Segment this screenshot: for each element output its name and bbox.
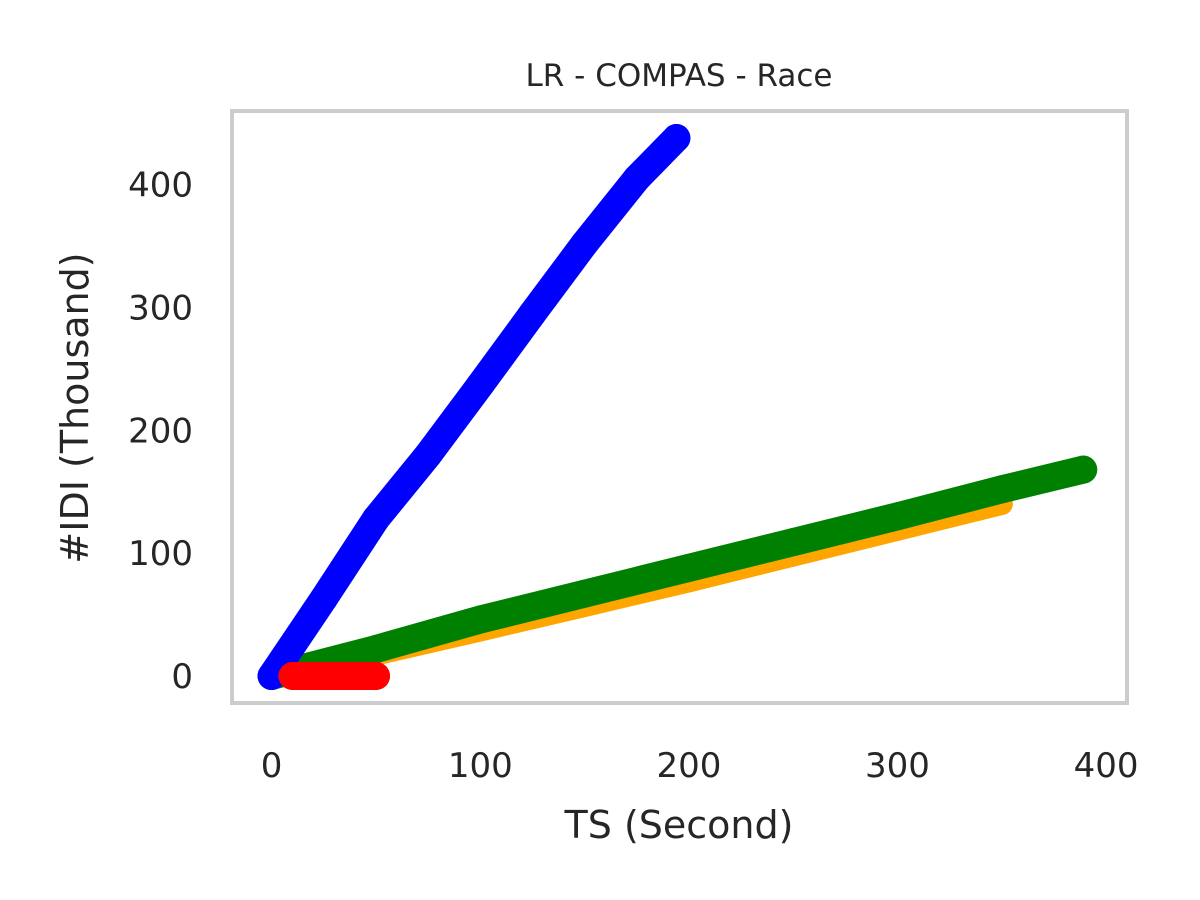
series-2-point bbox=[414, 440, 443, 469]
series-1-point bbox=[570, 579, 599, 608]
plot-frame bbox=[230, 109, 1129, 705]
series-2 bbox=[257, 124, 691, 690]
x-tick-label: 100 bbox=[448, 746, 513, 786]
series-2-point bbox=[362, 504, 390, 533]
series-1-point bbox=[674, 553, 703, 582]
series-2-point bbox=[570, 229, 599, 258]
series-2-point bbox=[518, 299, 547, 328]
series-layer bbox=[257, 124, 1098, 690]
x-tick-labels: 0 100 200 300 400 bbox=[261, 746, 1139, 786]
series-1 bbox=[257, 455, 1098, 690]
series-1-point bbox=[779, 528, 808, 557]
series-1-point bbox=[883, 502, 912, 531]
series-2-point bbox=[466, 370, 495, 399]
y-tick-label: 200 bbox=[128, 411, 193, 451]
x-tick-label: 0 bbox=[261, 746, 283, 786]
series-2-point bbox=[257, 662, 286, 690]
series-2-point bbox=[622, 164, 651, 193]
series-3 bbox=[278, 662, 390, 690]
y-tick-label: 300 bbox=[128, 289, 193, 329]
y-tick-labels: 0 100 200 300 400 bbox=[128, 166, 193, 697]
series-3-point bbox=[362, 662, 390, 690]
y-tick-label: 400 bbox=[128, 166, 193, 206]
series-2-point bbox=[662, 124, 691, 152]
series-2-point bbox=[309, 584, 338, 613]
x-axis-label: TS (Second) bbox=[564, 803, 794, 847]
x-tick-label: 200 bbox=[656, 746, 721, 786]
y-tick-label: 100 bbox=[128, 534, 193, 574]
series-1-point bbox=[1069, 455, 1098, 484]
series-1-point bbox=[466, 605, 495, 634]
chart-title: LR - COMPAS - Race bbox=[526, 58, 833, 94]
y-tick-label: 0 bbox=[171, 657, 193, 697]
x-tick-label: 400 bbox=[1074, 746, 1139, 786]
series-1-point bbox=[362, 635, 390, 663]
series-1-point bbox=[987, 475, 1016, 504]
y-axis-label: #IDI (Thousand) bbox=[53, 252, 97, 563]
x-tick-label: 300 bbox=[865, 746, 930, 786]
